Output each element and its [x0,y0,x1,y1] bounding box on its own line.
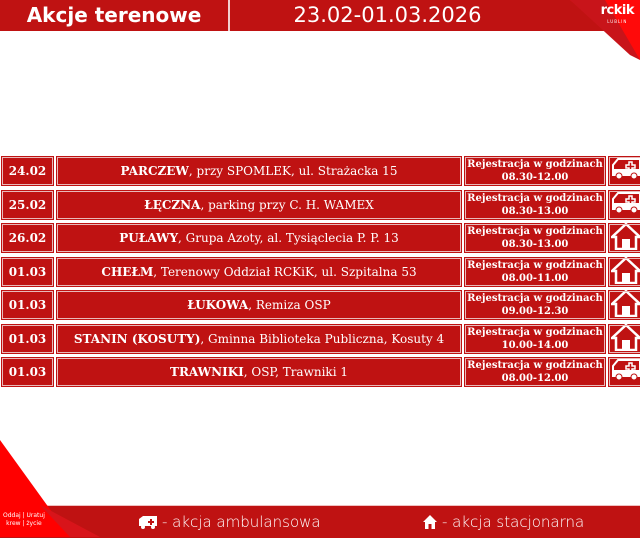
house-icon [608,222,640,254]
registration-cell: Rejestracja w godzinach 08.30-13.00 [464,223,606,253]
city: TRAWNIKI [170,365,244,379]
corner-decoration-bottom [0,440,100,537]
registration-hours: 08.30-13.00 [501,205,569,217]
type-cell [608,255,640,288]
date-cell: 25.02 [1,189,54,220]
address: , przy SPOMLEK, ul. Strażacka 15 [188,164,398,178]
registration-hours: 08.00-12.00 [501,373,569,384]
table-row: 24.02 PARCZEW, przy SPOMLEK, ul. Strażac… [0,155,640,189]
registration-cell: Rejestracja w godzinach 10.00-14.00 [464,323,606,354]
legend-house: - akcja stacjonarna [422,506,584,538]
city: PUŁAWY [119,231,179,245]
page-title: Akcje terenowe [26,3,202,27]
legend-ambulance: - akcja ambulansowa [138,506,321,538]
place-cell: CHEŁM, Terenowy Oddział RCKiK, ul. Szpit… [56,256,462,287]
header: Akcje terenowe 23.02-01.03.2026 [0,0,640,31]
registration-hours: 09.00-12.30 [501,306,569,317]
rckik-logo: rckik LUBLIN [600,3,635,24]
address: , Gminna Biblioteka Publiczna, Kosuty 4 [200,331,445,346]
table-row: 01.03 TRAWNIKI, OSP, Trawniki 1 Rejestra… [0,356,640,390]
corner-decoration [570,0,640,60]
address: , Terenowy Oddział RCKiK, ul. Szpitalna … [153,264,417,279]
registration-label: Rejestracja w godzinach [467,326,603,338]
logo-text-line-2: krew | życie [6,520,42,527]
date-cell: 24.02 [1,156,54,186]
place-cell: ŁUKOWA, Remiza OSP [56,290,462,320]
table-row: 25.02 ŁĘCZNA, parking przy C. H. WAMEX R… [0,189,640,223]
date-range: 23.02-01.03.2026 [293,3,482,27]
address: , Grupa Azoty, al. Tysiąclecia P. P. 13 [178,231,399,245]
registration-hours: 10.00-14.00 [501,339,569,351]
table-row: 01.03 STANIN (KOSUTY), Gminna Biblioteka… [0,322,640,357]
place-cell: PARCZEW, przy SPOMLEK, ul. Strażacka 15 [56,156,462,186]
place-cell: ŁĘCZNA, parking przy C. H. WAMEX [56,189,462,220]
registration-label: Rejestracja w godzinach [467,226,603,237]
place-cell: TRAWNIKI, OSP, Trawniki 1 [56,357,462,387]
city: ŁUKOWA [187,298,249,312]
table-row: 01.03 ŁUKOWA, Remiza OSP Rejestracja w g… [0,289,640,323]
place-cell: STANIN (KOSUTY), Gminna Biblioteka Publi… [56,323,462,354]
city: PARCZEW [120,164,189,178]
registration-cell: Rejestracja w godzinach 09.00-12.30 [464,290,606,320]
ambulance-icon [611,191,640,219]
registration-label: Rejestracja w godzinach [467,159,603,170]
type-cell [608,156,640,186]
city: ŁĘCZNA [144,197,201,212]
type-cell [608,222,640,254]
ambulance-icon [611,157,640,185]
registration-hours: 08.30-13.00 [501,239,569,250]
date-cell: 26.02 [1,223,54,253]
date-cell: 01.03 [1,256,54,287]
place-cell: PUŁAWY, Grupa Azoty, al. Tysiąclecia P. … [56,223,462,253]
type-cell [608,357,640,387]
ambulance-icon [611,358,640,386]
registration-label: Rejestracja w godzinach [467,293,603,304]
table-row: 01.03 CHEŁM, Terenowy Oddział RCKiK, ul.… [0,255,640,290]
date-cell: 01.03 [1,357,54,387]
house-icon [608,255,640,288]
schedule-table: 24.02 PARCZEW, przy SPOMLEK, ul. Strażac… [0,155,640,390]
address: , parking przy C. H. WAMEX [200,197,374,212]
house-icon [423,515,437,529]
registration-label: Rejestracja w godzinach [467,192,603,204]
house-icon [608,322,640,355]
type-cell [608,189,640,220]
registration-cell: Rejestracja w godzinach 08.30-12.00 [464,156,606,186]
registration-cell: Rejestracja w godzinach 08.00-12.00 [464,357,606,387]
table-row: 26.02 PUŁAWY, Grupa Azoty, al. Tysiąclec… [0,222,640,256]
city: STANIN (KOSUTY) [73,331,201,346]
date-cell: 01.03 [1,290,54,320]
address: , Remiza OSP [248,298,331,312]
registration-hours: 08.00-11.00 [501,272,569,284]
date-cell: 01.03 [1,323,54,354]
house-icon [608,289,640,321]
divider [228,0,230,31]
type-cell [608,322,640,355]
legend-footer: - akcja ambulansowa - akcja stacjonarna [0,505,640,538]
registration-cell: Rejestracja w godzinach 08.00-11.00 [464,256,606,287]
registration-cell: Rejestracja w godzinach 08.30-13.00 [464,189,606,220]
registration-hours: 08.30-12.00 [501,172,569,183]
ambulance-icon [139,516,157,529]
registration-label: Rejestracja w godzinach [467,360,603,371]
logo-text-line-1: Oddaj | Uratuj [3,512,45,519]
registration-label: Rejestracja w godzinach [467,259,603,271]
oddaj-krew-logo: Oddaj | Uratuj krew | życie [3,512,45,528]
address: , OSP, Trawniki 1 [243,365,348,379]
type-cell [608,289,640,321]
city: CHEŁM [101,264,154,279]
